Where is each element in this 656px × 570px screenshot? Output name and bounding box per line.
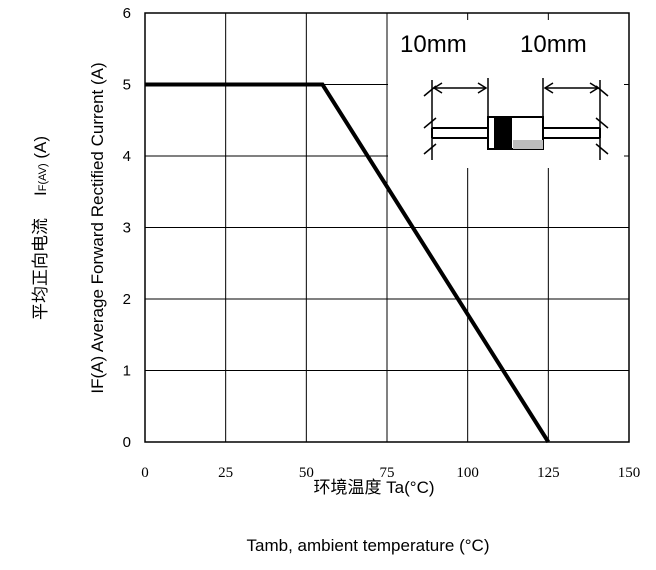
- x-tick-label: 100: [456, 465, 479, 481]
- x-tick-label: 50: [299, 465, 314, 481]
- x-axis-title-cn: 环境温度 Ta(°C): [313, 478, 434, 497]
- x-tick-labels: 0 25 50 75 100 125 150: [141, 465, 640, 481]
- series-line: [145, 82, 551, 444]
- y-tick-label: 3: [123, 220, 131, 237]
- y-axis-symbol-unit: (A): [31, 136, 50, 163]
- inset-hatch-marks: [423, 85, 609, 155]
- y-tick-label: 6: [123, 5, 131, 22]
- inset-body-shade: [513, 140, 543, 149]
- inset-label-left: 10mm: [400, 31, 467, 58]
- x-axis-title-en: Tamb, ambient temperature (°C): [247, 536, 490, 555]
- inset-arrowhead: [477, 82, 488, 94]
- inset-label-right: 10mm: [520, 31, 587, 58]
- y-tick-labels: 0 1 2 3 4 5 6: [123, 5, 131, 451]
- y-axis-title-en: IF(A) Average Forward Rectified Current …: [88, 62, 107, 393]
- y-axis-title-cn-symbol: 平均正向电流 IF(AV) (A): [31, 136, 50, 320]
- plot-frame: [144, 12, 630, 443]
- y-tick-label: 4: [123, 148, 131, 165]
- x-tick-label: 150: [618, 465, 641, 481]
- inset-arrowhead: [543, 82, 554, 94]
- y-axis-title-cn: 平均正向电流: [31, 218, 50, 320]
- y-tick-label: 5: [123, 77, 131, 94]
- x-tick-label: 25: [218, 465, 233, 481]
- inset-diode-diagram: 10mm 10mm: [388, 20, 624, 168]
- inset-cathode-band: [494, 117, 512, 149]
- x-tick-label: 0: [141, 465, 149, 481]
- y-tick-label: 2: [123, 291, 131, 308]
- y-axis-symbol: I: [31, 191, 50, 196]
- x-tick-label: 75: [380, 465, 395, 481]
- y-tick-label: 0: [123, 434, 131, 451]
- y-axis-symbol-subscript: F(AV): [37, 163, 49, 191]
- y-tick-label: 1: [123, 363, 131, 380]
- x-tick-label: 125: [537, 465, 560, 481]
